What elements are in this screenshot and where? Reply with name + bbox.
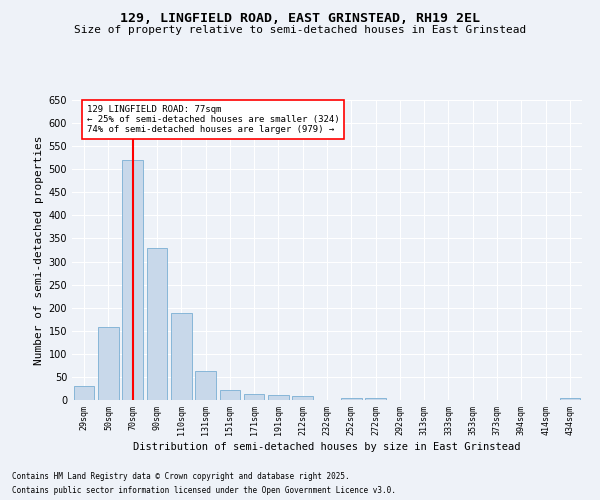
Bar [122, 160, 143, 400]
Y-axis label: Number of semi-detached properties: Number of semi-detached properties [34, 135, 44, 365]
Bar [268, 395, 289, 400]
Bar [195, 372, 216, 400]
Text: 129, LINGFIELD ROAD, EAST GRINSTEAD, RH19 2EL: 129, LINGFIELD ROAD, EAST GRINSTEAD, RH1… [120, 12, 480, 26]
Bar [365, 398, 386, 400]
Bar [244, 394, 265, 400]
X-axis label: Distribution of semi-detached houses by size in East Grinstead: Distribution of semi-detached houses by … [133, 442, 521, 452]
Bar [171, 313, 191, 400]
Text: Contains HM Land Registry data © Crown copyright and database right 2025.: Contains HM Land Registry data © Crown c… [12, 472, 350, 481]
Bar [146, 248, 167, 400]
Bar [220, 390, 240, 400]
Text: Size of property relative to semi-detached houses in East Grinstead: Size of property relative to semi-detach… [74, 25, 526, 35]
Text: Contains public sector information licensed under the Open Government Licence v3: Contains public sector information licen… [12, 486, 396, 495]
Bar [341, 398, 362, 400]
Bar [560, 398, 580, 400]
Bar [292, 396, 313, 400]
Text: 129 LINGFIELD ROAD: 77sqm
← 25% of semi-detached houses are smaller (324)
74% of: 129 LINGFIELD ROAD: 77sqm ← 25% of semi-… [86, 104, 339, 134]
Bar [98, 327, 119, 400]
Bar [74, 386, 94, 400]
